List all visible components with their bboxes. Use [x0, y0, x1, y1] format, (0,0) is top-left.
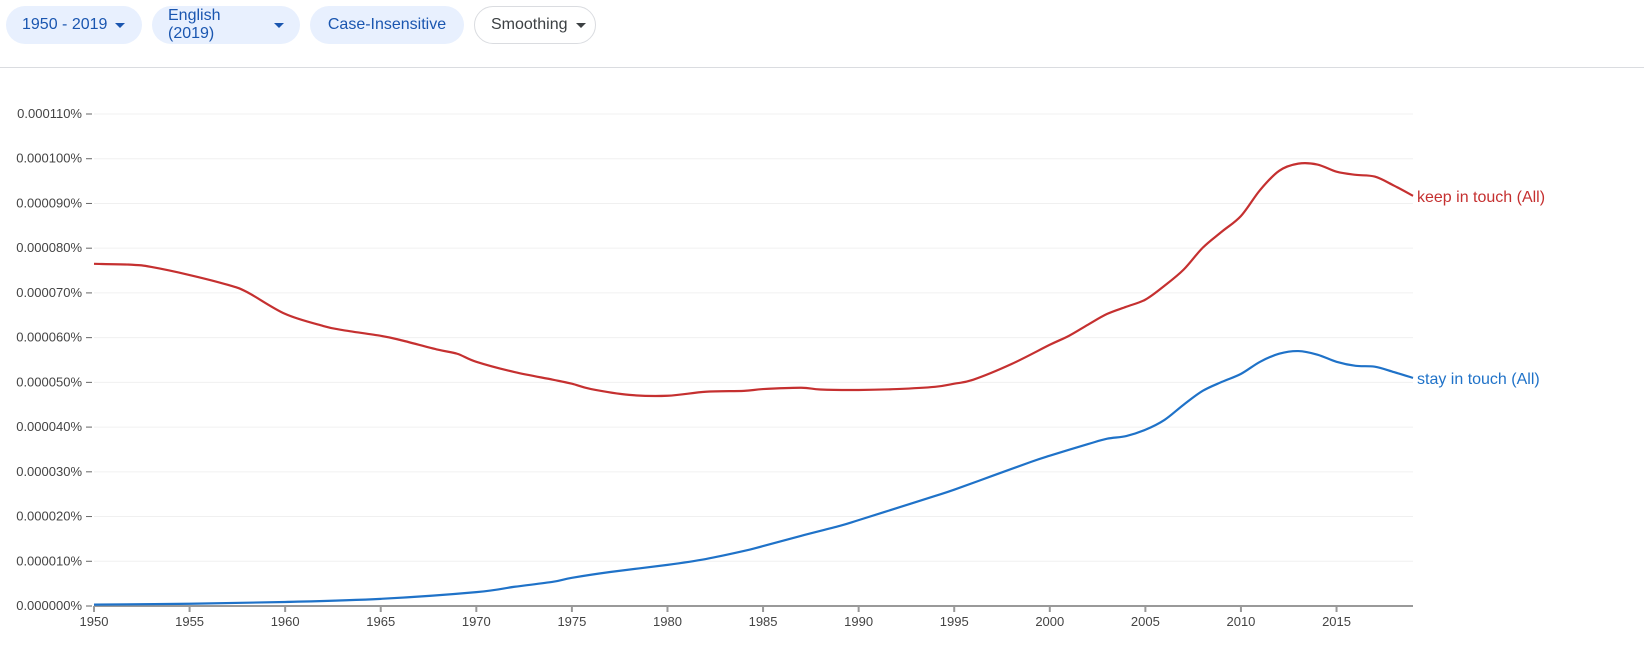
series-label: stay in touch (All)	[1417, 371, 1540, 388]
y-tick-label: 0.000000%	[16, 598, 82, 613]
y-tick-label: 0.000010%	[16, 553, 82, 568]
y-tick-label: 0.000080%	[16, 240, 82, 255]
y-tick-label: 0.000090%	[16, 195, 82, 210]
x-tick-label: 1990	[844, 614, 873, 629]
case-label: Case-Insensitive	[327, 16, 447, 33]
corpus-dropdown[interactable]: English (2019)	[152, 6, 300, 44]
corpus-label: English (2019)	[168, 7, 221, 42]
series-line-1	[93, 349, 1414, 606]
x-tick-label: 2015	[1322, 614, 1351, 629]
y-tick-label: 0.000100%	[16, 151, 82, 166]
y-tick-label: 0.000040%	[16, 419, 82, 434]
year-range-label: 1950 - 2019	[22, 16, 108, 33]
chevron-down-icon	[115, 22, 126, 28]
x-tick-label: 1980	[653, 614, 682, 629]
x-tick-label: 1955	[175, 614, 204, 629]
y-tick-label: 0.000110%	[17, 106, 82, 121]
smoothing-dropdown[interactable]: Smoothing	[474, 6, 596, 44]
y-tick-label: 0.000020%	[16, 509, 82, 524]
chevron-down-icon	[274, 22, 284, 28]
x-tick-label: 2010	[1226, 614, 1255, 629]
case-insensitive-toggle[interactable]: Case-Insensitive	[310, 6, 464, 44]
x-tick-label: 1995	[940, 614, 969, 629]
x-tick-label: 1975	[557, 614, 586, 629]
header-divider	[0, 67, 1644, 68]
series-label: keep in touch (All)	[1417, 189, 1545, 206]
y-tick-label: 0.000070%	[16, 285, 82, 300]
year-range-dropdown[interactable]: 1950 - 2019	[6, 6, 142, 44]
x-tick-label: 2000	[1035, 614, 1064, 629]
series-line-0	[93, 162, 1414, 398]
x-tick-label: 1985	[749, 614, 778, 629]
y-tick-label: 0.000030%	[16, 464, 82, 479]
x-tick-label: 1970	[462, 614, 491, 629]
x-tick-label: 1950	[80, 614, 109, 629]
x-tick-label: 1960	[271, 614, 300, 629]
x-tick-label: 2005	[1131, 614, 1160, 629]
x-tick-label: 1965	[366, 614, 395, 629]
smoothing-label: Smoothing	[491, 16, 568, 33]
y-tick-label: 0.000050%	[16, 374, 82, 389]
y-tick-label: 0.000060%	[16, 330, 82, 345]
chevron-down-icon	[575, 22, 586, 28]
